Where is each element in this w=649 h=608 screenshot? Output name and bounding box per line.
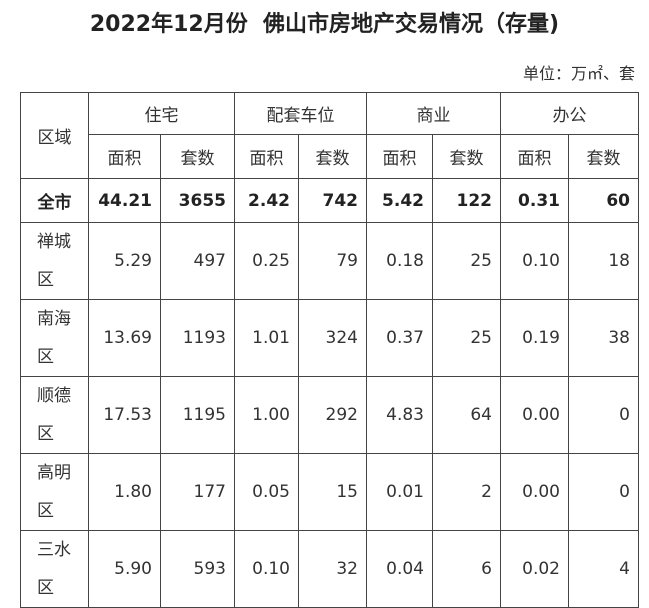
data-row: 三水区 5.90 593 0.10 32 0.04 6 0.02 4	[20, 530, 639, 608]
cell: 5.90	[88, 530, 161, 608]
group-header: 办公	[500, 92, 639, 135]
cell: 79	[298, 222, 367, 300]
data-row: 高明区 1.80 177 0.05 15 0.01 2 0.00 0	[20, 453, 639, 531]
cell: 0.19	[500, 299, 569, 377]
cell: 0.10	[500, 222, 569, 300]
cell: 13.69	[88, 299, 161, 377]
cell: 1195	[160, 376, 235, 454]
cell: 2	[432, 453, 501, 531]
cell: 5.29	[88, 222, 161, 300]
cell: 324	[298, 299, 367, 377]
cell: 593	[160, 530, 235, 608]
cell: 2.42	[234, 178, 299, 223]
cell: 0	[568, 453, 639, 531]
cell: 15	[298, 453, 367, 531]
subheader: 套数	[160, 134, 235, 179]
subheader: 面积	[88, 134, 161, 179]
cell: 4	[568, 530, 639, 608]
cell: 60	[568, 178, 639, 223]
cell: 1193	[160, 299, 235, 377]
cell: 5.42	[366, 178, 433, 223]
cell: 0.18	[366, 222, 433, 300]
title: 2022年12月份 佛山市房地产交易情况（存量)	[89, 12, 560, 37]
data-table: 区域 住宅 配套车位 商业 办公 面积 套数 面积 套数 面积 套数 面积 套数 全市 44.21 3655 2…	[20, 92, 639, 608]
subheader: 套数	[298, 134, 367, 179]
header-row: 区域 住宅 配套车位 商业 办公	[20, 92, 639, 179]
unit-note: 单位：万㎡、套	[522, 64, 635, 83]
cell: 3655	[160, 178, 235, 223]
cell: 0.05	[234, 453, 299, 531]
cell: 32	[298, 530, 367, 608]
cell: 64	[432, 376, 501, 454]
data-row: 全市 44.21 3655 2.42 742 5.42 122 0.31 60	[20, 178, 639, 223]
cell: 0.25	[234, 222, 299, 300]
cell: 742	[298, 178, 367, 223]
group-header: 商业	[366, 92, 501, 135]
subheader-row: 面积 套数 面积 套数 面积 套数 面积 套数	[21, 134, 639, 179]
region-header: 区域	[20, 92, 89, 179]
cell: 0.10	[234, 530, 299, 608]
cell: 0.02	[500, 530, 569, 608]
cell: 0.37	[366, 299, 433, 377]
region-name: 全市	[20, 178, 89, 223]
region-name: 三水区	[20, 530, 89, 608]
cell: 122	[432, 178, 501, 223]
subheader: 面积	[500, 134, 569, 179]
cell: 25	[432, 222, 501, 300]
cell: 4.83	[366, 376, 433, 454]
group-header: 配套车位	[234, 92, 367, 135]
cell: 177	[160, 453, 235, 531]
cell: 17.53	[88, 376, 161, 454]
subheader: 面积	[234, 134, 299, 179]
cell: 1.01	[234, 299, 299, 377]
region-name: 禅城区	[20, 222, 89, 300]
cell: 1.80	[88, 453, 161, 531]
cell: 44.21	[88, 178, 161, 223]
cell: 6	[432, 530, 501, 608]
cell: 0.31	[500, 178, 569, 223]
data-row: 南海区 13.69 1193 1.01 324 0.37 25 0.19 38	[20, 299, 639, 377]
group-header: 住宅	[88, 92, 235, 135]
cell: 25	[432, 299, 501, 377]
cell: 0.00	[500, 376, 569, 454]
cell: 0.04	[366, 530, 433, 608]
data-row: 禅城区 5.29 497 0.25 79 0.18 25 0.10 18	[20, 222, 639, 300]
cell: 0.00	[500, 453, 569, 531]
region-name: 高明区	[20, 453, 89, 531]
cell: 1.00	[234, 376, 299, 454]
cell: 18	[568, 222, 639, 300]
subheader: 面积	[366, 134, 433, 179]
cell: 0	[568, 376, 639, 454]
subheader: 套数	[568, 134, 639, 179]
cell: 292	[298, 376, 367, 454]
subheader: 套数	[432, 134, 501, 179]
cell: 0.01	[366, 453, 433, 531]
cell: 38	[568, 299, 639, 377]
region-name: 顺德区	[20, 376, 89, 454]
data-row: 顺德区 17.53 1195 1.00 292 4.83 64 0.00 0	[20, 376, 639, 454]
cell: 497	[160, 222, 235, 300]
region-name: 南海区	[20, 299, 89, 377]
